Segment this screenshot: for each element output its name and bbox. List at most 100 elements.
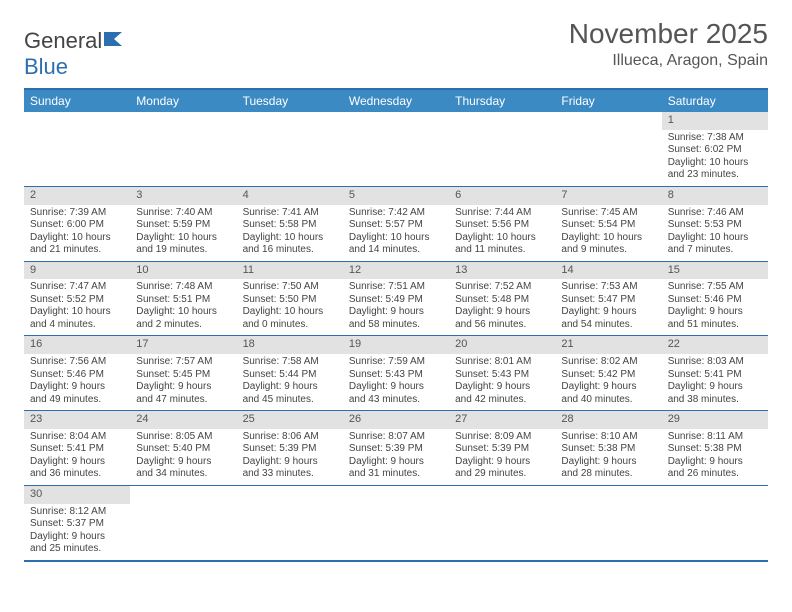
daylight-line: Daylight: 9 hours and 29 minutes. [455, 456, 549, 481]
daylight-line: Daylight: 9 hours and 34 minutes. [136, 456, 230, 481]
calendar-cell: 6Sunrise: 7:44 AMSunset: 5:56 PMDaylight… [449, 186, 555, 261]
sunrise-line: Sunrise: 7:45 AM [561, 207, 655, 220]
calendar-cell: 12Sunrise: 7:51 AMSunset: 5:49 PMDayligh… [343, 261, 449, 336]
daylight-line: Daylight: 10 hours and 19 minutes. [136, 232, 230, 257]
day-content: Sunrise: 7:59 AMSunset: 5:43 PMDaylight:… [343, 354, 449, 410]
sunset-line: Sunset: 5:48 PM [455, 294, 549, 307]
daylight-line: Daylight: 10 hours and 11 minutes. [455, 232, 549, 257]
daylight-line: Daylight: 9 hours and 56 minutes. [455, 306, 549, 331]
day-content: Sunrise: 8:06 AMSunset: 5:39 PMDaylight:… [237, 429, 343, 485]
day-number: 22 [662, 336, 768, 354]
daylight-line: Daylight: 9 hours and 38 minutes. [668, 381, 762, 406]
day-number: 10 [130, 262, 236, 280]
calendar-cell: .. [555, 485, 661, 560]
day-number: 5 [343, 187, 449, 205]
sunrise-line: Sunrise: 8:09 AM [455, 431, 549, 444]
calendar-cell: 19Sunrise: 7:59 AMSunset: 5:43 PMDayligh… [343, 336, 449, 411]
daylight-line: Daylight: 10 hours and 0 minutes. [243, 306, 337, 331]
col-friday: Friday [555, 89, 661, 112]
day-content: Sunrise: 8:04 AMSunset: 5:41 PMDaylight:… [24, 429, 130, 485]
sunrise-line: Sunrise: 7:56 AM [30, 356, 124, 369]
calendar-cell: 11Sunrise: 7:50 AMSunset: 5:50 PMDayligh… [237, 261, 343, 336]
calendar-header-row: Sunday Monday Tuesday Wednesday Thursday… [24, 89, 768, 112]
day-number: 29 [662, 411, 768, 429]
day-content: Sunrise: 7:58 AMSunset: 5:44 PMDaylight:… [237, 354, 343, 410]
day-number: 1 [662, 112, 768, 130]
sunrise-line: Sunrise: 7:38 AM [668, 132, 762, 145]
sunrise-line: Sunrise: 7:50 AM [243, 281, 337, 294]
calendar-cell: 20Sunrise: 8:01 AMSunset: 5:43 PMDayligh… [449, 336, 555, 411]
sunrise-line: Sunrise: 7:40 AM [136, 207, 230, 220]
calendar-cell: .. [130, 485, 236, 560]
col-tuesday: Tuesday [237, 89, 343, 112]
sunrise-line: Sunrise: 7:39 AM [30, 207, 124, 220]
day-content: Sunrise: 7:46 AMSunset: 5:53 PMDaylight:… [662, 205, 768, 261]
daylight-line: Daylight: 9 hours and 40 minutes. [561, 381, 655, 406]
sunrise-line: Sunrise: 8:02 AM [561, 356, 655, 369]
sunrise-line: Sunrise: 8:07 AM [349, 431, 443, 444]
sunset-line: Sunset: 5:43 PM [349, 369, 443, 382]
logo-text-general: General [24, 28, 102, 54]
day-number: 3 [130, 187, 236, 205]
daylight-line: Daylight: 9 hours and 28 minutes. [561, 456, 655, 481]
day-content: Sunrise: 8:10 AMSunset: 5:38 PMDaylight:… [555, 429, 661, 485]
calendar-cell: 27Sunrise: 8:09 AMSunset: 5:39 PMDayligh… [449, 411, 555, 486]
calendar-cell: .. [555, 112, 661, 186]
sunset-line: Sunset: 6:00 PM [30, 219, 124, 232]
sunrise-line: Sunrise: 7:55 AM [668, 281, 762, 294]
sunrise-line: Sunrise: 7:42 AM [349, 207, 443, 220]
sunset-line: Sunset: 5:59 PM [136, 219, 230, 232]
calendar-cell: 5Sunrise: 7:42 AMSunset: 5:57 PMDaylight… [343, 186, 449, 261]
day-number: 18 [237, 336, 343, 354]
sunset-line: Sunset: 5:46 PM [668, 294, 762, 307]
sunrise-line: Sunrise: 7:58 AM [243, 356, 337, 369]
sunset-line: Sunset: 5:54 PM [561, 219, 655, 232]
day-number: 7 [555, 187, 661, 205]
day-content: Sunrise: 7:56 AMSunset: 5:46 PMDaylight:… [24, 354, 130, 410]
daylight-line: Daylight: 9 hours and 26 minutes. [668, 456, 762, 481]
sunrise-line: Sunrise: 7:57 AM [136, 356, 230, 369]
sunset-line: Sunset: 5:57 PM [349, 219, 443, 232]
day-number: 20 [449, 336, 555, 354]
sunset-line: Sunset: 5:49 PM [349, 294, 443, 307]
day-content: Sunrise: 8:12 AMSunset: 5:37 PMDaylight:… [24, 504, 130, 560]
day-content: Sunrise: 7:45 AMSunset: 5:54 PMDaylight:… [555, 205, 661, 261]
day-number: 25 [237, 411, 343, 429]
calendar-cell: .. [343, 112, 449, 186]
daylight-line: Daylight: 9 hours and 49 minutes. [30, 381, 124, 406]
sunset-line: Sunset: 5:39 PM [455, 443, 549, 456]
calendar-row: 9Sunrise: 7:47 AMSunset: 5:52 PMDaylight… [24, 261, 768, 336]
sunset-line: Sunset: 5:58 PM [243, 219, 337, 232]
sunrise-line: Sunrise: 7:46 AM [668, 207, 762, 220]
sunrise-line: Sunrise: 8:12 AM [30, 506, 124, 519]
day-content: Sunrise: 8:02 AMSunset: 5:42 PMDaylight:… [555, 354, 661, 410]
sunrise-line: Sunrise: 8:05 AM [136, 431, 230, 444]
day-content: Sunrise: 7:42 AMSunset: 5:57 PMDaylight:… [343, 205, 449, 261]
day-content: Sunrise: 7:38 AMSunset: 6:02 PMDaylight:… [662, 130, 768, 186]
sunrise-line: Sunrise: 7:52 AM [455, 281, 549, 294]
sunset-line: Sunset: 5:46 PM [30, 369, 124, 382]
sunset-line: Sunset: 5:43 PM [455, 369, 549, 382]
calendar-cell: .. [237, 485, 343, 560]
sunset-line: Sunset: 5:37 PM [30, 518, 124, 531]
calendar-cell: 3Sunrise: 7:40 AMSunset: 5:59 PMDaylight… [130, 186, 236, 261]
calendar-cell: 25Sunrise: 8:06 AMSunset: 5:39 PMDayligh… [237, 411, 343, 486]
day-number: 8 [662, 187, 768, 205]
calendar-cell: .. [343, 485, 449, 560]
sunrise-line: Sunrise: 7:51 AM [349, 281, 443, 294]
sunset-line: Sunset: 5:42 PM [561, 369, 655, 382]
calendar-cell: 7Sunrise: 7:45 AMSunset: 5:54 PMDaylight… [555, 186, 661, 261]
day-content: Sunrise: 7:50 AMSunset: 5:50 PMDaylight:… [237, 279, 343, 335]
day-number: 4 [237, 187, 343, 205]
daylight-line: Daylight: 9 hours and 33 minutes. [243, 456, 337, 481]
day-content: Sunrise: 8:11 AMSunset: 5:38 PMDaylight:… [662, 429, 768, 485]
sunrise-line: Sunrise: 7:48 AM [136, 281, 230, 294]
day-content: Sunrise: 8:03 AMSunset: 5:41 PMDaylight:… [662, 354, 768, 410]
calendar-cell: 1Sunrise: 7:38 AMSunset: 6:02 PMDaylight… [662, 112, 768, 186]
daylight-line: Daylight: 10 hours and 7 minutes. [668, 232, 762, 257]
sunset-line: Sunset: 5:38 PM [668, 443, 762, 456]
calendar-cell: .. [662, 485, 768, 560]
day-content: Sunrise: 7:40 AMSunset: 5:59 PMDaylight:… [130, 205, 236, 261]
col-sunday: Sunday [24, 89, 130, 112]
day-number: 11 [237, 262, 343, 280]
